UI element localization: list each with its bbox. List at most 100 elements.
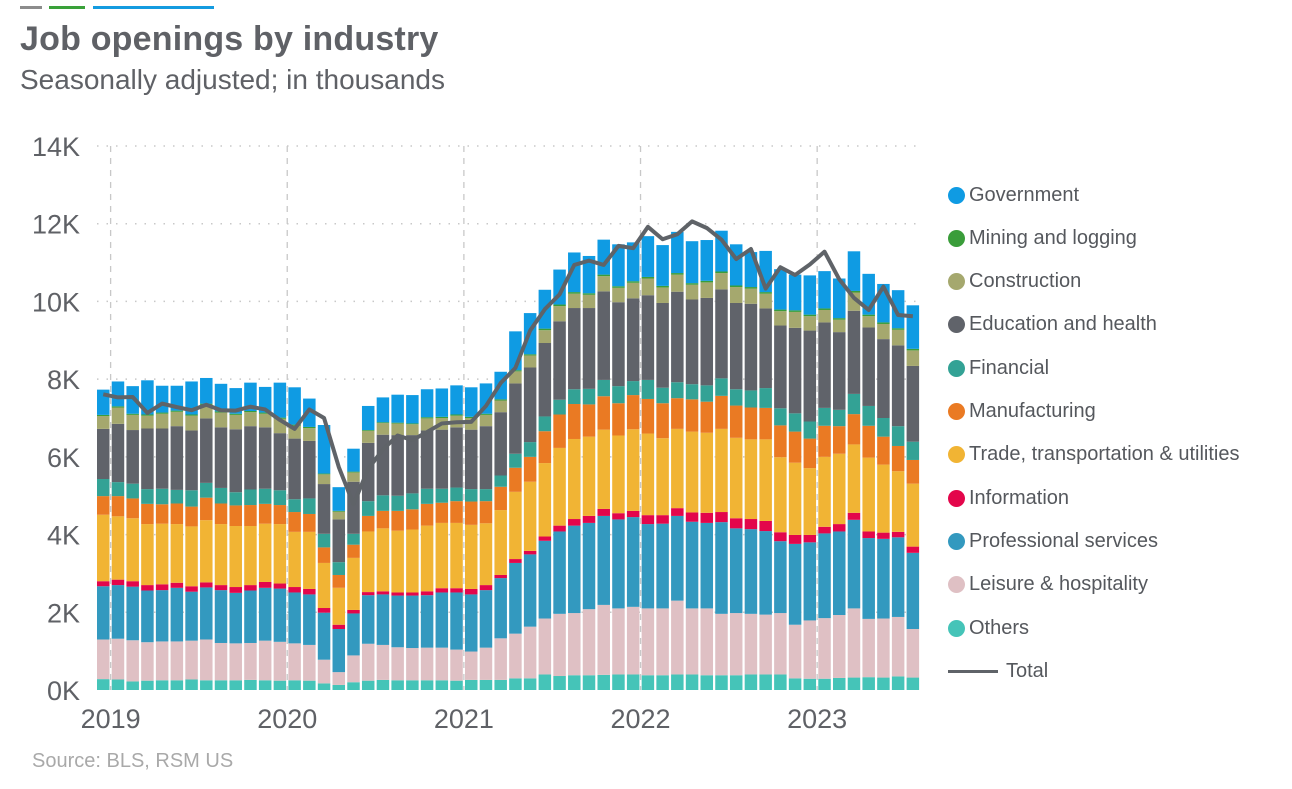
bar-segment-professional-services: [288, 592, 301, 644]
total-series-line: [102, 219, 914, 507]
bar-segment-others: [288, 680, 301, 690]
bar-segment-manufacturing: [111, 496, 125, 517]
bar-segment-government: [833, 278, 846, 319]
bar-segment-mining-and-logging: [391, 422, 404, 424]
bar-segment-construction: [685, 284, 699, 300]
bar-segment-manufacturing: [553, 414, 566, 448]
bar-segment-professional-services: [141, 590, 154, 643]
bar-segment-government: [273, 382, 287, 418]
bar-segment-manufacturing: [833, 426, 846, 454]
bar-stack: [759, 250, 772, 690]
bar-segment-leisure-hospitality: [141, 642, 154, 681]
bar-segment-manufacturing: [420, 503, 434, 526]
bar-segment-leisure-hospitality: [97, 639, 110, 680]
bar-segment-education-and-health: [420, 430, 434, 489]
bar-segment-others: [641, 675, 655, 690]
bar-segment-others: [597, 674, 610, 690]
bar-segment-mining-and-logging: [891, 328, 905, 330]
bar-segment-manufacturing: [303, 513, 316, 532]
bar-segment-trade-transportation-utilities: [847, 444, 861, 513]
bar-segment-manufacturing: [803, 438, 817, 469]
bar-segment-financial: [420, 488, 434, 504]
bar-stack: [612, 244, 625, 690]
accent-bar-gray: [20, 6, 42, 9]
bar-segment-manufacturing: [744, 407, 758, 440]
bar-segment-manufacturing: [97, 496, 110, 515]
bar-segment-government: [685, 241, 699, 284]
bar-segment-construction: [170, 411, 184, 427]
bar-stack: [700, 240, 714, 690]
bar-segment-leisure-hospitality: [347, 655, 360, 683]
bar-segment-government: [803, 275, 817, 315]
bar-stack: [803, 275, 817, 690]
bar-segment-trade-transportation-utilities: [317, 562, 331, 609]
bar-segment-information: [729, 518, 743, 529]
bar-segment-government: [111, 381, 125, 407]
x-tick-label: 2022: [610, 704, 670, 734]
bar-segment-leisure-hospitality: [317, 659, 331, 684]
bar-segment-financial: [597, 379, 610, 397]
bar-segment-mining-and-logging: [685, 283, 699, 285]
bar-segment-leisure-hospitality: [420, 647, 434, 681]
bar-segment-education-and-health: [744, 303, 758, 391]
bar-segment-manufacturing: [347, 544, 360, 558]
bar-segment-information: [833, 524, 846, 532]
bar-segment-others: [435, 680, 449, 690]
bar-stack: [200, 377, 213, 690]
bar-segment-education-and-health: [626, 298, 640, 382]
bar-segment-education-and-health: [788, 327, 802, 414]
legend-item: Others: [948, 613, 1029, 643]
bar-segment-trade-transportation-utilities: [450, 522, 463, 589]
bar-segment-manufacturing: [406, 509, 419, 530]
bar-segment-financial: [465, 489, 478, 502]
stacked-bar-chart: 0K 2K 4K 6K 8K 10K 12K 14K 2019 2020 2021 2022 2023: [32, 132, 920, 734]
bar-segment-construction: [759, 293, 772, 309]
bar-segment-government: [626, 242, 640, 282]
bar-stack: [568, 252, 581, 690]
bar-segment-others: [465, 679, 478, 690]
bar-segment-others: [729, 675, 743, 690]
bar-segment-manufacturing: [273, 505, 287, 525]
bar-segment-manufacturing: [170, 503, 184, 525]
bar-segment-professional-services: [406, 595, 419, 649]
bar-segment-financial: [450, 487, 463, 502]
bar-segment-financial: [553, 399, 566, 415]
bar-segment-leisure-hospitality: [214, 642, 228, 681]
x-tick-label: 2020: [257, 704, 317, 734]
bar-segment-trade-transportation-utilities: [479, 523, 493, 586]
bar-stack: [185, 381, 198, 690]
bar-segment-others: [185, 679, 198, 690]
bar-segment-others: [715, 675, 728, 690]
bar-stack: [288, 387, 301, 690]
bar-segment-government: [229, 388, 242, 414]
bar-segment-mining-and-logging: [126, 413, 139, 415]
bar-segment-financial: [376, 495, 390, 511]
bar-segment-financial: [641, 379, 655, 399]
bar-segment-trade-transportation-utilities: [200, 520, 213, 583]
bar-segment-professional-services: [626, 517, 640, 607]
bar-segment-information: [877, 532, 890, 539]
bar-segment-leisure-hospitality: [626, 606, 640, 675]
bar-segment-construction: [303, 428, 316, 441]
bar-segment-leisure-hospitality: [258, 640, 272, 681]
bar-segment-leisure-hospitality: [435, 647, 449, 681]
bar-segment-financial: [155, 488, 169, 505]
bar-segment-professional-services: [347, 613, 360, 656]
bar-segment-construction: [862, 316, 875, 328]
bar-segment-manufacturing: [317, 547, 331, 563]
bar-segment-others: [479, 679, 493, 690]
bar-segment-leisure-hospitality: [759, 614, 772, 675]
bar-segment-mining-and-logging: [862, 314, 875, 317]
bar-segment-manufacturing: [200, 497, 213, 521]
bar-segment-leisure-hospitality: [656, 608, 669, 676]
bar-segment-education-and-health: [847, 310, 861, 394]
bar-segment-trade-transportation-utilities: [361, 531, 375, 593]
bar-segment-others: [877, 677, 890, 690]
bar-segment-mining-and-logging: [229, 413, 242, 415]
bar-segment-government: [700, 240, 714, 281]
bar-segment-trade-transportation-utilities: [185, 526, 198, 587]
bar-segment-others: [155, 680, 169, 690]
bar-segment-trade-transportation-utilities: [553, 447, 566, 526]
bar-segment-government: [847, 251, 861, 291]
accent-bar-blue: [93, 6, 214, 9]
